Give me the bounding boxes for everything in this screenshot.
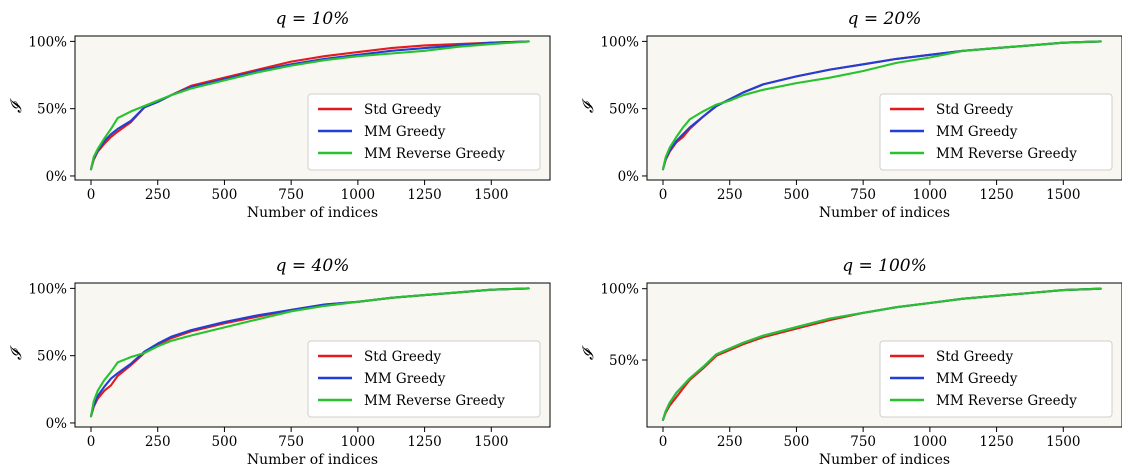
x-tick-label: 500 — [212, 434, 238, 450]
legend-label: Std Greedy — [936, 102, 1013, 118]
x-tick-label: 1000 — [341, 187, 375, 203]
legend-label: MM Reverse Greedy — [936, 393, 1077, 409]
x-tick-label: 750 — [278, 187, 304, 203]
chart-panel-2: q = 20% 0 250 500 750 1000 1250 1500 0% 50% 100% Nu… — [579, 9, 1122, 221]
y-tick-label: 50% — [37, 102, 67, 118]
chart-title: q = 20% — [848, 9, 922, 29]
x-tick-label: 1500 — [474, 434, 508, 450]
y-tick-label: 100% — [600, 282, 639, 298]
series-line-mm-reverse-greedy — [89, 40, 530, 171]
x-axis-label: Number of indices — [247, 452, 378, 468]
legend-label: MM Greedy — [364, 371, 446, 387]
x-tick-label: 250 — [145, 187, 171, 203]
x-axis-label: Number of indices — [247, 205, 378, 221]
y-tick-label: 0% — [618, 169, 640, 185]
y-axis-label: 𝓘 — [7, 345, 25, 360]
y-tick-label: 50% — [609, 353, 639, 369]
x-tick-label: 0 — [87, 434, 96, 450]
series-line-mm-greedy — [89, 40, 530, 171]
legend-label: MM Reverse Greedy — [364, 393, 505, 409]
y-tick-label: 100% — [28, 281, 67, 297]
x-tick-label: 1500 — [474, 187, 508, 203]
x-tick-label: 500 — [212, 187, 238, 203]
legend: Std Greedy MM Greedy MM Reverse Greedy — [879, 340, 1113, 418]
legend-box — [879, 340, 1113, 418]
legend-label: MM Reverse Greedy — [364, 146, 505, 162]
series-line-mm-reverse-greedy — [661, 40, 1102, 171]
y-tick-label: 100% — [28, 34, 67, 50]
y-axis-label: 𝓘 — [579, 345, 597, 360]
x-tick-label: 250 — [717, 187, 743, 203]
x-tick-label: 750 — [278, 434, 304, 450]
legend-box — [879, 93, 1113, 171]
legend-box — [307, 93, 541, 171]
legend-label: MM Reverse Greedy — [936, 146, 1077, 162]
y-tick-label: 50% — [609, 102, 639, 118]
series-line-mm-reverse-greedy — [661, 287, 1102, 421]
legend-label: MM Greedy — [936, 124, 1018, 140]
x-axis-label: Number of indices — [819, 452, 950, 468]
chart-panel-3: q = 40% 0 250 500 750 1000 1250 1500 0% 50% 100% Nu… — [7, 256, 551, 468]
y-tick-label: 0% — [46, 416, 68, 432]
x-tick-label: 1250 — [407, 187, 441, 203]
series-line-mm-reverse-greedy — [89, 287, 530, 418]
legend-label: Std Greedy — [364, 102, 441, 118]
legend-label: Std Greedy — [936, 349, 1013, 365]
x-tick-label: 250 — [717, 434, 743, 450]
x-tick-label: 250 — [145, 434, 171, 450]
x-tick-label: 1250 — [407, 434, 441, 450]
series-line-std-greedy — [89, 40, 530, 171]
legend: Std Greedy MM Greedy MM Reverse Greedy — [307, 93, 541, 171]
legend-label: Std Greedy — [364, 349, 441, 365]
x-tick-label: 500 — [784, 187, 810, 203]
y-axis-label: 𝓘 — [579, 98, 597, 113]
y-tick-label: 50% — [37, 349, 67, 365]
x-tick-label: 0 — [87, 187, 96, 203]
x-tick-label: 1250 — [979, 187, 1013, 203]
chart-title: q = 100% — [842, 256, 927, 276]
x-tick-label: 1500 — [1046, 434, 1080, 450]
legend: Std Greedy MM Greedy MM Reverse Greedy — [307, 340, 541, 418]
y-axis-label: 𝓘 — [7, 98, 25, 113]
legend-label: MM Greedy — [364, 124, 446, 140]
chart-title: q = 10% — [276, 9, 350, 29]
y-tick-label: 100% — [600, 34, 639, 50]
legend-box — [307, 340, 541, 418]
x-tick-label: 1250 — [979, 434, 1013, 450]
legend-label: MM Greedy — [936, 371, 1018, 387]
x-tick-label: 750 — [850, 434, 876, 450]
chart-panel-4: q = 100% 0 250 500 750 1000 1250 1500 50% 100% Num… — [579, 256, 1122, 468]
chart-panel-1: q = 10% 0 250 500 750 1000 1250 1500 0% 50% 100% Nu… — [7, 9, 551, 221]
chart-title: q = 40% — [276, 256, 350, 276]
x-axis-label: Number of indices — [819, 205, 950, 221]
x-tick-label: 1000 — [913, 434, 947, 450]
x-tick-label: 0 — [659, 187, 668, 203]
x-tick-label: 750 — [850, 187, 876, 203]
x-tick-label: 0 — [659, 434, 668, 450]
x-tick-label: 1500 — [1046, 187, 1080, 203]
x-tick-label: 500 — [784, 434, 810, 450]
y-tick-label: 0% — [46, 169, 68, 185]
x-tick-label: 1000 — [341, 434, 375, 450]
legend: Std Greedy MM Greedy MM Reverse Greedy — [879, 93, 1113, 171]
x-tick-label: 1000 — [913, 187, 947, 203]
